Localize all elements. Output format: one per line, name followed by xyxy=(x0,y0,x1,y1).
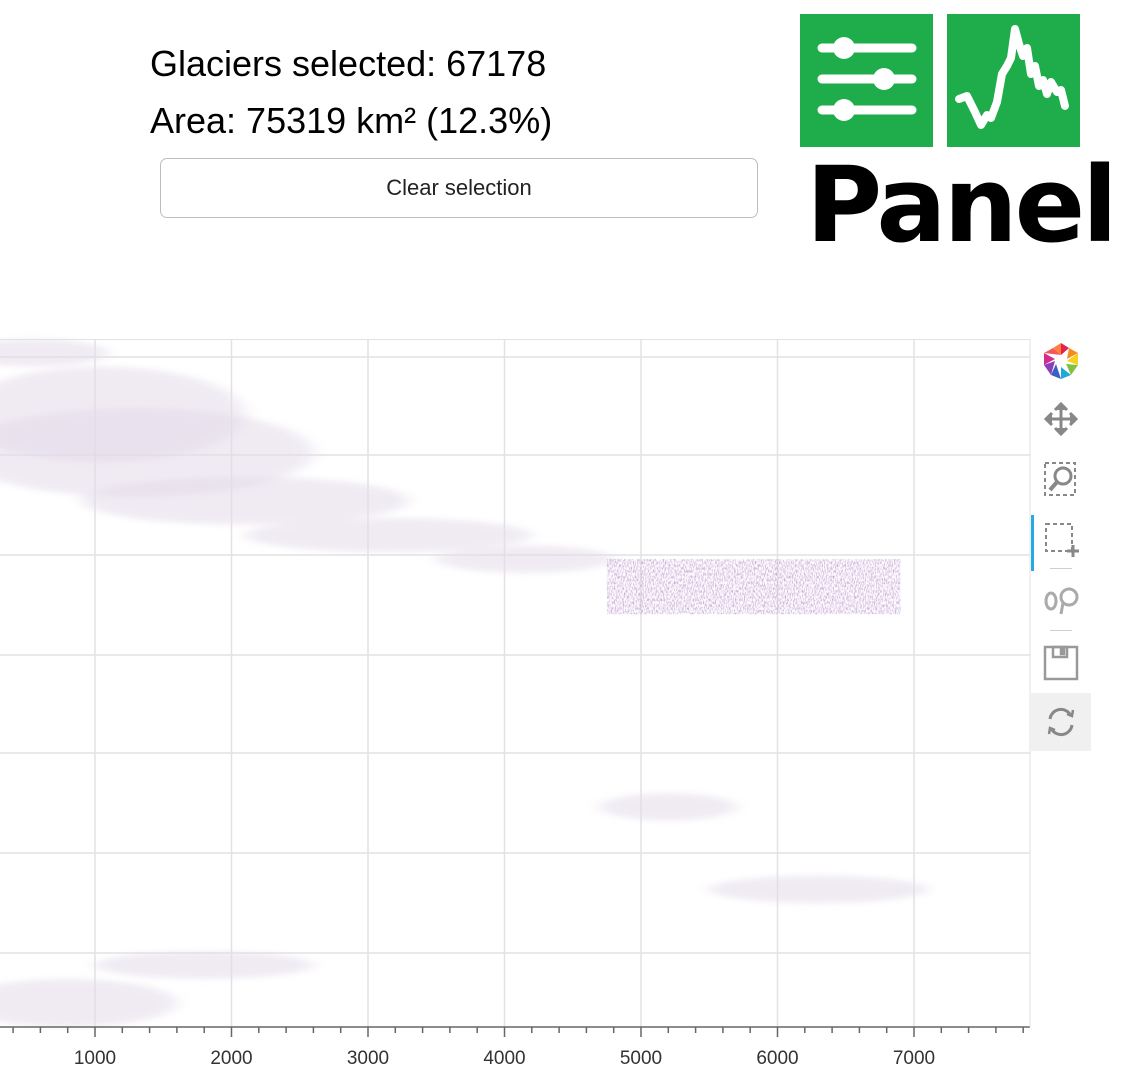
toolbar-separator xyxy=(1050,568,1072,569)
selected-points xyxy=(606,559,901,615)
box-select-tool-icon[interactable] xyxy=(1031,513,1091,571)
unselected-points xyxy=(0,407,314,498)
x-tick-label: 7000 xyxy=(892,1048,936,1069)
unselected-points xyxy=(600,793,737,821)
hover-tool-icon[interactable] xyxy=(1031,575,1091,627)
bokeh-logo-icon[interactable] xyxy=(1031,335,1091,387)
unselected-points xyxy=(436,545,614,573)
unselected-points xyxy=(245,517,532,553)
scatter-plot[interactable] xyxy=(0,339,1031,1037)
panel-wordmark: Panel xyxy=(806,144,1118,266)
unselected-points xyxy=(0,978,177,1027)
x-tick-label: 6000 xyxy=(756,1048,799,1069)
save-tool-icon[interactable] xyxy=(1031,637,1091,689)
panel-logo-chart-icon xyxy=(947,14,1080,147)
box-zoom-tool-icon[interactable] xyxy=(1031,453,1091,505)
x-tick-label: 2000 xyxy=(210,1048,253,1069)
unselected-points xyxy=(709,875,928,904)
reset-tool-icon[interactable] xyxy=(1031,693,1091,751)
pan-tool-icon[interactable] xyxy=(1031,393,1091,445)
unselected-points xyxy=(95,951,314,979)
unselected-points xyxy=(81,476,409,525)
x-tick-label: 5000 xyxy=(619,1048,663,1069)
x-axis-ticks xyxy=(12,1027,1024,1037)
glaciers-selected-text: Glaciers selected: 67178 xyxy=(150,43,547,84)
plot-toolbar xyxy=(1031,335,1091,755)
panel-logo-sliders-icon xyxy=(800,14,933,147)
area-text: Area: 75319 km² (12.3%) xyxy=(150,100,553,141)
x-tick-label: 1000 xyxy=(73,1048,117,1069)
points xyxy=(0,339,928,1027)
plot-canvas[interactable] xyxy=(0,339,1031,1037)
clear-selection-button[interactable]: Clear selection xyxy=(160,158,758,218)
toolbar-separator xyxy=(1050,630,1072,631)
x-tick-label: 3000 xyxy=(346,1048,390,1069)
unselected-points xyxy=(0,339,109,367)
x-tick-label: 4000 xyxy=(483,1048,526,1069)
